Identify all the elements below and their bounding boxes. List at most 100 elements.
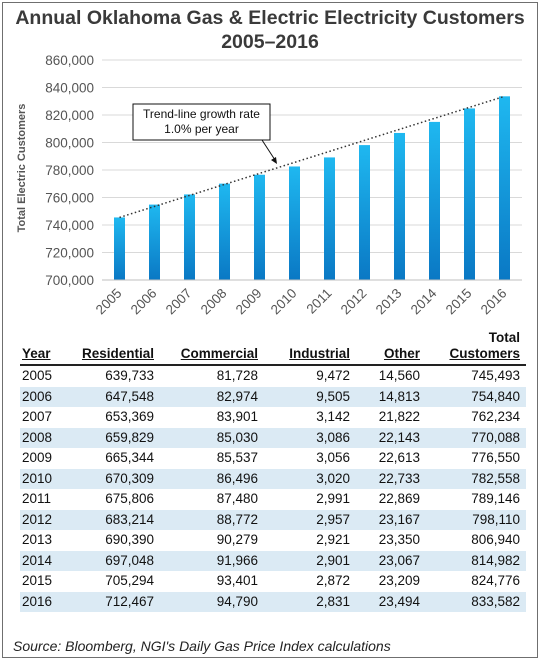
customers-table: Year Residential Commercial Industrial O… — [20, 330, 526, 612]
y-tick-label: 700,000 — [45, 273, 94, 288]
chart-title: Annual Oklahoma Gas & Electric Electrici… — [0, 6, 540, 54]
table-cell: 86,496 — [160, 468, 264, 489]
chart-title-line1: Annual Oklahoma Gas & Electric Electrici… — [15, 7, 525, 29]
chart-title-line2: 2005–2016 — [221, 31, 319, 53]
table-cell: 659,829 — [76, 427, 160, 448]
table-cell: 745,493 — [471, 368, 520, 383]
table-cell: 712,467 — [76, 591, 160, 612]
table-cell: 806,940 — [471, 532, 520, 547]
table-cell: 23,494 — [356, 591, 426, 612]
bar — [254, 174, 265, 280]
source-note: Source: Bloomberg, NGI's Daily Gas Price… — [13, 638, 391, 654]
table-cell: 23,067 — [356, 550, 426, 571]
table-cell: 82,974 — [160, 386, 264, 407]
table-cell: 782,558 — [426, 468, 526, 489]
table-cell: 23,209 — [378, 573, 420, 588]
table-cell: 697,048 — [76, 550, 160, 571]
table-cell: 2,872 — [316, 573, 350, 588]
annotation-arrowhead — [271, 157, 277, 164]
y-tick-label: 820,000 — [45, 108, 94, 123]
bar — [429, 121, 440, 280]
bar — [184, 194, 195, 280]
table-row: 2005 639,733 81,728 9,472 14,560 745,493 — [20, 365, 526, 387]
annotation-arrow — [261, 139, 276, 161]
table-row: 2010 670,309 86,496 3,020 22,733 782,558 — [20, 468, 526, 489]
x-tick-label: 2015 — [443, 286, 475, 318]
table-cell: 3,086 — [264, 427, 356, 448]
x-tick-label: 2006 — [128, 286, 160, 318]
table-cell: 93,401 — [216, 573, 258, 588]
table-cell: 87,480 — [216, 491, 258, 506]
x-tick-label: 2008 — [198, 286, 230, 318]
bar — [114, 217, 125, 280]
table-body: 2005 639,733 81,728 9,472 14,560 745,493 2006 6… — [20, 365, 526, 612]
table-cell: 705,294 — [105, 573, 154, 588]
y-axis-label: Total Electric Customers — [16, 104, 28, 233]
table-cell: 670,309 — [76, 468, 160, 489]
table-cell: 91,966 — [160, 550, 264, 571]
table-cell: 833,582 — [426, 591, 526, 612]
x-tick-label: 2012 — [338, 286, 370, 318]
table-cell: 2011 — [22, 491, 52, 506]
table-row: 2012 683,214 88,772 2,957 23,167 798,110 — [20, 509, 526, 530]
bar — [149, 204, 160, 280]
table-cell: 23,167 — [356, 509, 426, 530]
table-cell: 824,776 — [471, 573, 520, 588]
x-tick-label: 2005 — [93, 286, 125, 318]
table-header-row: Year Residential Commercial Industrial O… — [20, 330, 526, 366]
bar — [499, 96, 510, 280]
table-cell: 94,790 — [160, 591, 264, 612]
x-tick-label: 2014 — [408, 285, 440, 317]
table-cell: 23,350 — [378, 532, 420, 547]
table-cell: 90,279 — [216, 532, 258, 547]
bars — [114, 96, 510, 280]
table-cell: 88,772 — [160, 509, 264, 530]
table-cell: 14,560 — [378, 368, 420, 383]
table-cell: 85,030 — [160, 427, 264, 448]
table-cell: 690,390 — [105, 532, 154, 547]
table-cell: 665,344 — [105, 450, 154, 465]
table-cell: 770,088 — [426, 427, 526, 448]
table-cell: 3,056 — [316, 450, 350, 465]
bar — [289, 166, 300, 280]
table-row: 2013 690,390 90,279 2,921 23,350 806,940 — [20, 530, 526, 551]
bar-chart: 700,000 720,000 740,000 760,000 780,000 800,0… — [16, 53, 522, 318]
table-cell: 754,840 — [426, 386, 526, 407]
y-tick-label: 800,000 — [45, 136, 94, 151]
table-cell: 798,110 — [426, 509, 526, 530]
bar — [219, 183, 230, 280]
header-other: Other — [356, 330, 426, 366]
table-cell: 2,991 — [316, 491, 350, 506]
header-total-customers: Total Customers — [426, 330, 526, 366]
table-row: 2014 697,048 91,966 2,901 23,067 814,982 — [20, 550, 526, 571]
table-cell: 83,901 — [216, 409, 258, 424]
table-cell: 22,613 — [378, 450, 420, 465]
table-cell: 2,831 — [264, 591, 356, 612]
table-cell: 9,505 — [264, 386, 356, 407]
header-residential: Residential — [76, 330, 160, 366]
table-cell: 653,369 — [105, 409, 154, 424]
table-cell: 2008 — [20, 427, 76, 448]
table-row: 2011 675,806 87,480 2,991 22,869 789,146 — [20, 489, 526, 510]
table-cell: 762,234 — [471, 409, 520, 424]
bar — [464, 108, 475, 280]
table-cell: 2,921 — [316, 532, 350, 547]
y-tick-label: 720,000 — [45, 246, 94, 261]
table-cell: 14,813 — [356, 386, 426, 407]
table-cell: 776,550 — [471, 450, 520, 465]
annotation-box — [132, 103, 271, 141]
gridlines — [102, 59, 522, 281]
table-cell: 2005 — [22, 368, 53, 383]
bar — [359, 145, 370, 280]
table-cell: 81,728 — [216, 368, 258, 383]
table-cell: 2015 — [22, 573, 53, 588]
table-cell: 22,869 — [378, 491, 420, 506]
table-cell: 2012 — [20, 509, 76, 530]
header-industrial: Industrial — [264, 330, 356, 366]
y-tick-label: 840,000 — [45, 81, 94, 96]
table-cell: 789,146 — [471, 491, 520, 506]
table-cell: 683,214 — [76, 509, 160, 530]
trend-line — [119, 95, 505, 219]
x-tick-label: 2011 — [303, 286, 334, 317]
